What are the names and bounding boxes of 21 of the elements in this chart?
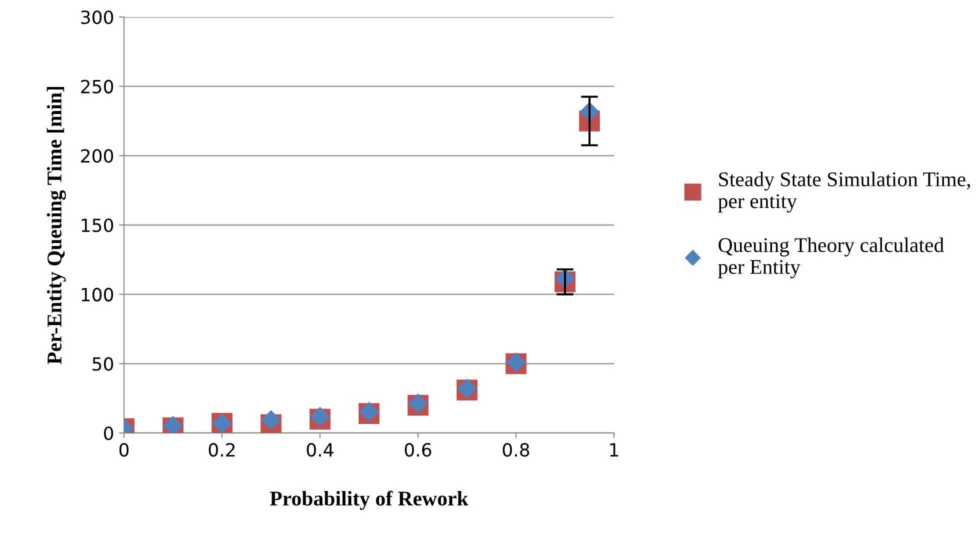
x-axis-title: Probability of Rework	[270, 490, 468, 510]
legend-label: Queuing Theory calculated per Entity	[718, 238, 944, 278]
y-tick-label: 50	[92, 357, 114, 371]
point	[408, 394, 428, 413]
x-tick-label: 0.8	[502, 443, 530, 457]
x-tick-label: 1	[610, 443, 618, 456]
y-axis-title: Per-Entity Queuing Time [min]	[46, 86, 66, 364]
y-tick-label: 0	[104, 426, 114, 440]
x-tick-label: 0.6	[404, 443, 432, 457]
x-tick-label: 0.2	[208, 443, 235, 457]
point	[359, 402, 379, 422]
y-tick-label: 150	[82, 218, 114, 232]
point	[261, 410, 281, 430]
y-tick-label: 300	[81, 10, 114, 24]
legend-label: Steady State Simulation Time, per entity	[718, 172, 970, 212]
y-tick-label: 100	[82, 288, 114, 302]
x-tick-label: 0.4	[306, 443, 334, 457]
point	[310, 407, 330, 426]
x-tick-label: 0	[119, 443, 129, 457]
y-tick-label: 250	[81, 80, 114, 94]
y-tick-label: 200	[81, 149, 114, 163]
